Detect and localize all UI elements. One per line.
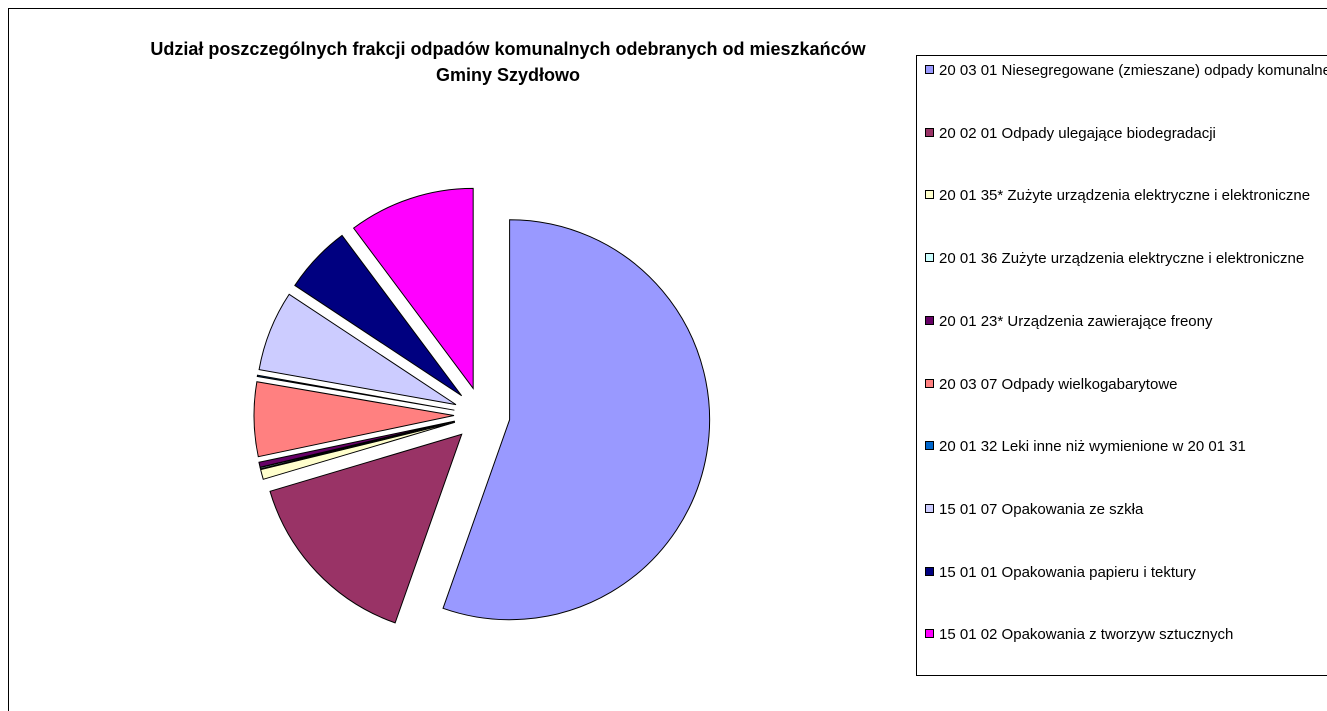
legend-label: 15 01 01 Opakowania papieru i tektury: [939, 563, 1196, 581]
legend-item: 15 01 07 Opakowania ze szkła: [925, 500, 1327, 519]
pie-slice: [258, 420, 455, 468]
legend-swatch: [925, 441, 934, 451]
legend: 20 03 01 Niesegregowane (zmieszane) odpa…: [916, 55, 1327, 676]
legend-item: 20 01 32 Leki inne niż wymienione w 20 0…: [925, 437, 1327, 456]
legend-label: 20 03 01 Niesegregowane (zmieszane) odpa…: [939, 62, 1327, 79]
pie-area: [253, 187, 711, 624]
legend-label: 20 02 01 Odpady ulegające biodegradacji: [939, 124, 1216, 142]
legend-item: 20 02 01 Odpady ulegające biodegradacji: [925, 124, 1327, 143]
legend-item: 20 03 01 Niesegregowane (zmieszane) odpa…: [925, 61, 1327, 80]
legend-item: 20 01 35* Zużyte urządzenia elektryczne …: [925, 186, 1327, 205]
legend-label: 20 01 32 Leki inne niż wymienione w 20 0…: [939, 438, 1246, 456]
legend-item: 20 03 07 Odpady wielkogabarytowe: [925, 375, 1327, 394]
pie-slice: [352, 187, 474, 390]
pie-slice: [442, 219, 711, 621]
pie-slice: [294, 234, 463, 397]
legend-label: 15 01 07 Opakowania ze szkła: [939, 500, 1144, 518]
legend-swatch: [925, 65, 934, 74]
chart-title: Udział poszczególnych frakcji odpadów ko…: [150, 39, 866, 85]
pie-slice: [260, 421, 456, 480]
legend-swatch: [925, 503, 934, 513]
chart-frame: [8, 8, 1327, 711]
legend-label: 20 03 07 Odpady wielkogabarytowe: [939, 375, 1178, 393]
legend-label: 20 01 23* Urządzenia zawierające freony: [939, 312, 1213, 330]
legend-item: 15 01 01 Opakowania papieru i tektury: [925, 563, 1327, 582]
pie-slice: [256, 374, 455, 411]
legend-label: 20 01 35* Zużyte urządzenia elektryczne …: [939, 187, 1311, 205]
legend-swatch: [925, 127, 934, 137]
legend-label: 20 01 36 Zużyte urządzenia elektryczne i…: [939, 250, 1305, 268]
legend-item: 20 01 23* Urządzenia zawierające freony: [925, 312, 1327, 331]
legend-item: 15 01 02 Opakowania z tworzyw sztucznych: [925, 625, 1327, 644]
legend-swatch: [925, 629, 934, 639]
pie-slice: [258, 293, 457, 406]
legend-item: 20 01 36 Zużyte urządzenia elektryczne i…: [925, 249, 1327, 268]
pie-slice: [269, 433, 463, 624]
legend-swatch: [925, 190, 934, 200]
pie-slice: [253, 381, 455, 458]
legend-swatch: [925, 253, 934, 263]
legend-swatch: [925, 566, 934, 576]
legend-swatch: [925, 378, 934, 388]
legend-swatch: [925, 315, 934, 325]
legend-label: 15 01 02 Opakowania z tworzyw sztucznych: [939, 626, 1234, 644]
